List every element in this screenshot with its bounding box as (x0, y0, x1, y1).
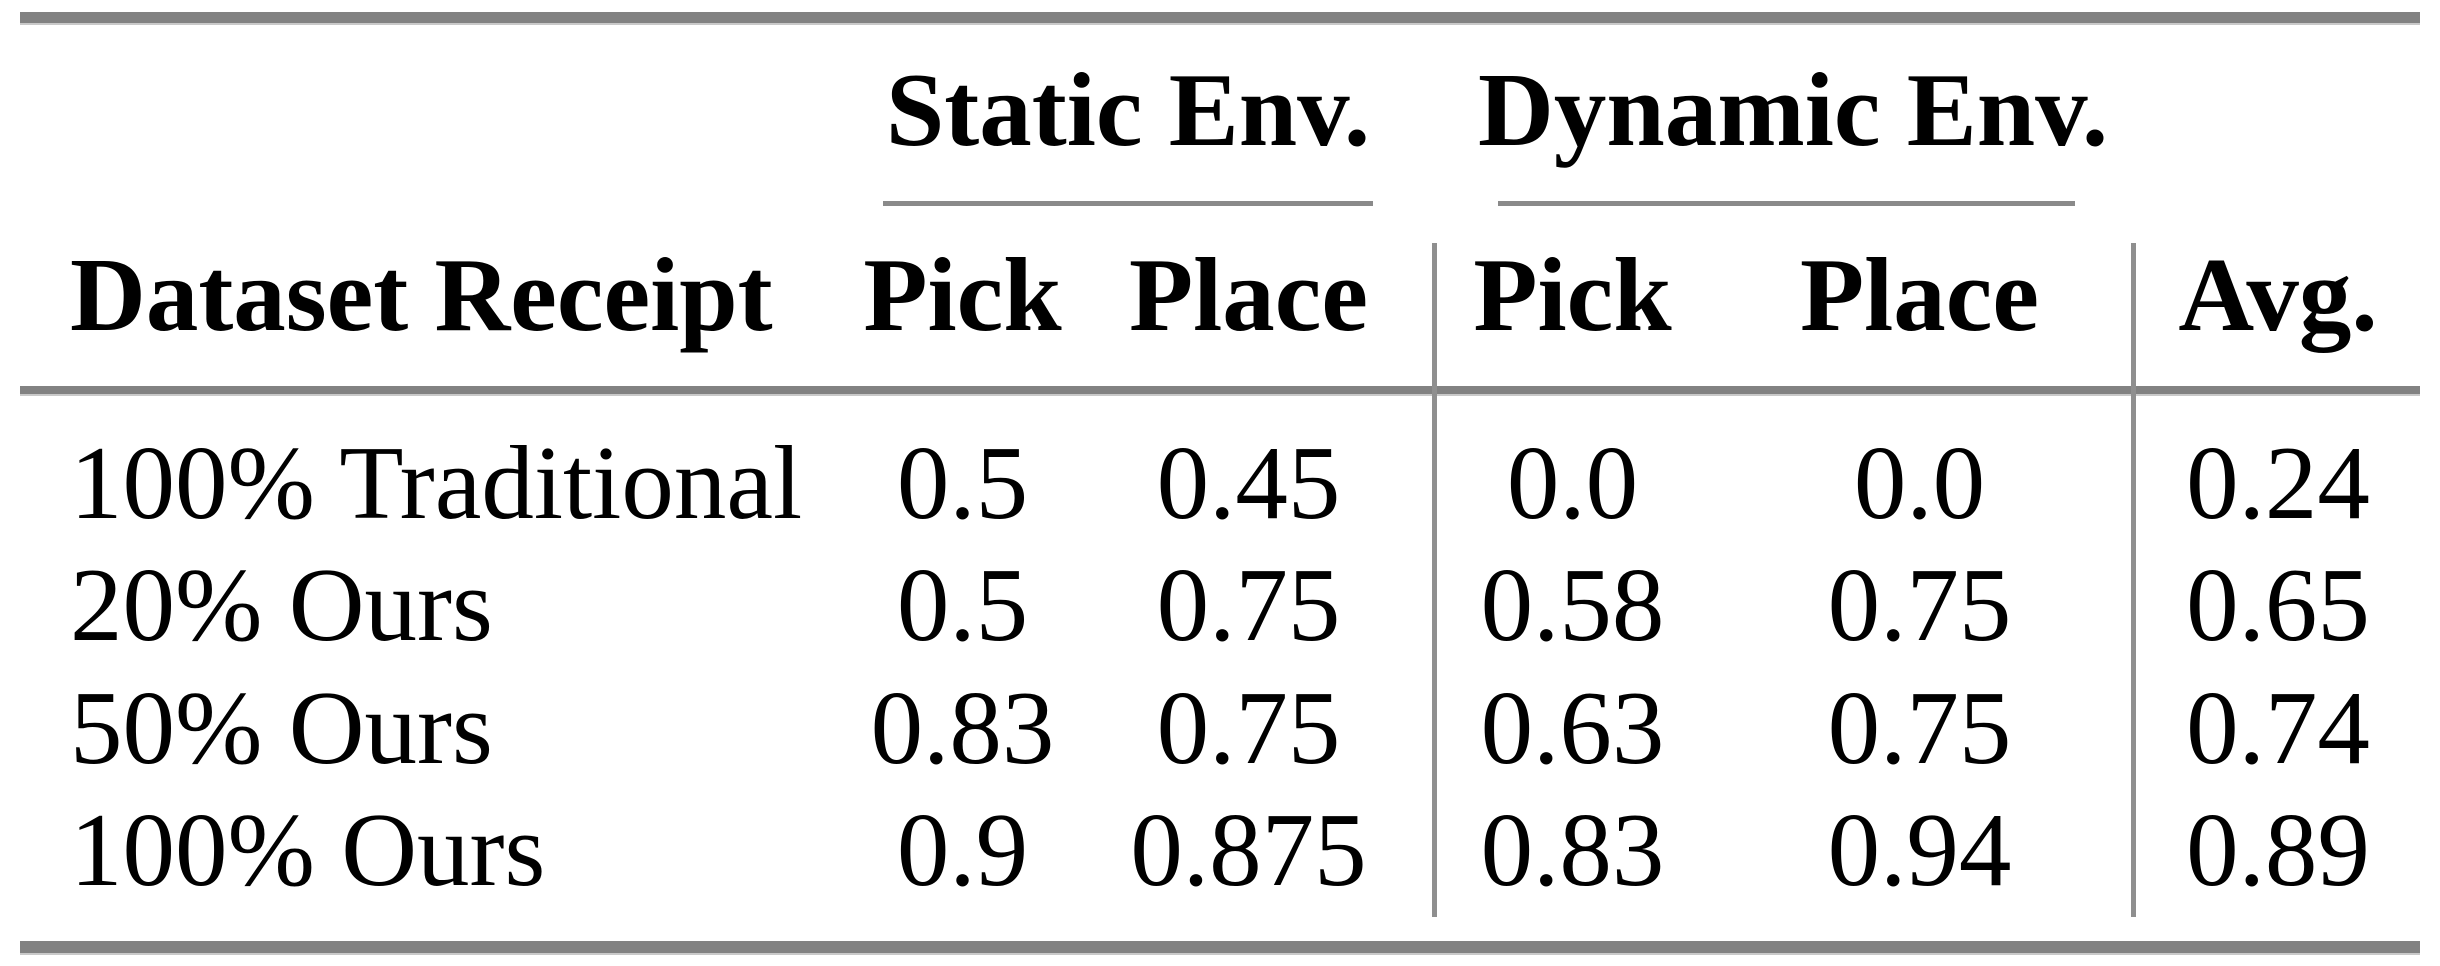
row-label: 50% Ours (70, 669, 493, 786)
cell-avg: 0.89 (2186, 791, 2370, 908)
cell-static-pick: 0.5 (896, 424, 1029, 541)
table-row: 20% Ours 0.5 0.75 0.58 0.75 0.65 (20, 552, 2420, 657)
table-row: 100% Traditional 0.5 0.45 0.0 0.0 0.24 (20, 430, 2420, 535)
cell-dynamic-place: 0.94 (1827, 791, 2012, 908)
column-group-static-env: Static Env. (885, 51, 1371, 168)
column-divider-dynamic-avg (2131, 243, 2136, 917)
column-header-dynamic-place: Place (1799, 236, 2040, 353)
cell-static-place: 0.75 (1156, 669, 1341, 786)
cell-static-pick: 0.5 (896, 546, 1029, 663)
row-label: 20% Ours (70, 546, 493, 663)
cell-static-pick: 0.9 (896, 791, 1029, 908)
cell-dynamic-place: 0.75 (1827, 669, 2012, 786)
cell-dynamic-pick: 0.83 (1480, 791, 1665, 908)
cell-dynamic-place: 0.75 (1827, 546, 2012, 663)
column-group-dynamic-env: Dynamic Env. (1478, 51, 2109, 168)
cell-static-place: 0.875 (1130, 791, 1367, 908)
cell-dynamic-pick: 0.58 (1480, 546, 1665, 663)
table-header-rule (20, 386, 2420, 396)
cell-dynamic-pick: 0.63 (1480, 669, 1665, 786)
table-row: 50% Ours 0.83 0.75 0.63 0.75 0.74 (20, 675, 2420, 780)
column-header-dataset-receipt: Dataset Receipt (70, 236, 773, 353)
table-header-row: Dataset Receipt Pick Place Pick Place Av… (20, 242, 2420, 347)
cell-avg: 0.24 (2186, 424, 2370, 541)
static-env-underline (883, 201, 1373, 206)
column-divider-static-dynamic (1432, 243, 1437, 917)
table-bottom-rule (20, 941, 2420, 955)
cell-avg: 0.65 (2186, 546, 2370, 663)
column-header-static-pick: Pick (863, 236, 1062, 353)
row-label: 100% Ours (70, 791, 546, 908)
column-header-avg: Avg. (2178, 236, 2378, 353)
table-top-rule (20, 12, 2420, 25)
cell-static-place: 0.75 (1156, 546, 1341, 663)
cell-static-pick: 0.83 (870, 669, 1055, 786)
cell-dynamic-place: 0.0 (1853, 424, 1986, 541)
table-row: 100% Ours 0.9 0.875 0.83 0.94 0.89 (20, 797, 2420, 902)
column-header-static-place: Place (1128, 236, 1369, 353)
cell-dynamic-pick: 0.0 (1506, 424, 1639, 541)
dynamic-env-underline (1498, 201, 2075, 206)
cell-static-place: 0.45 (1156, 424, 1341, 541)
row-label: 100% Traditional (70, 424, 803, 541)
cell-avg: 0.74 (2186, 669, 2370, 786)
column-header-dynamic-pick: Pick (1473, 236, 1672, 353)
